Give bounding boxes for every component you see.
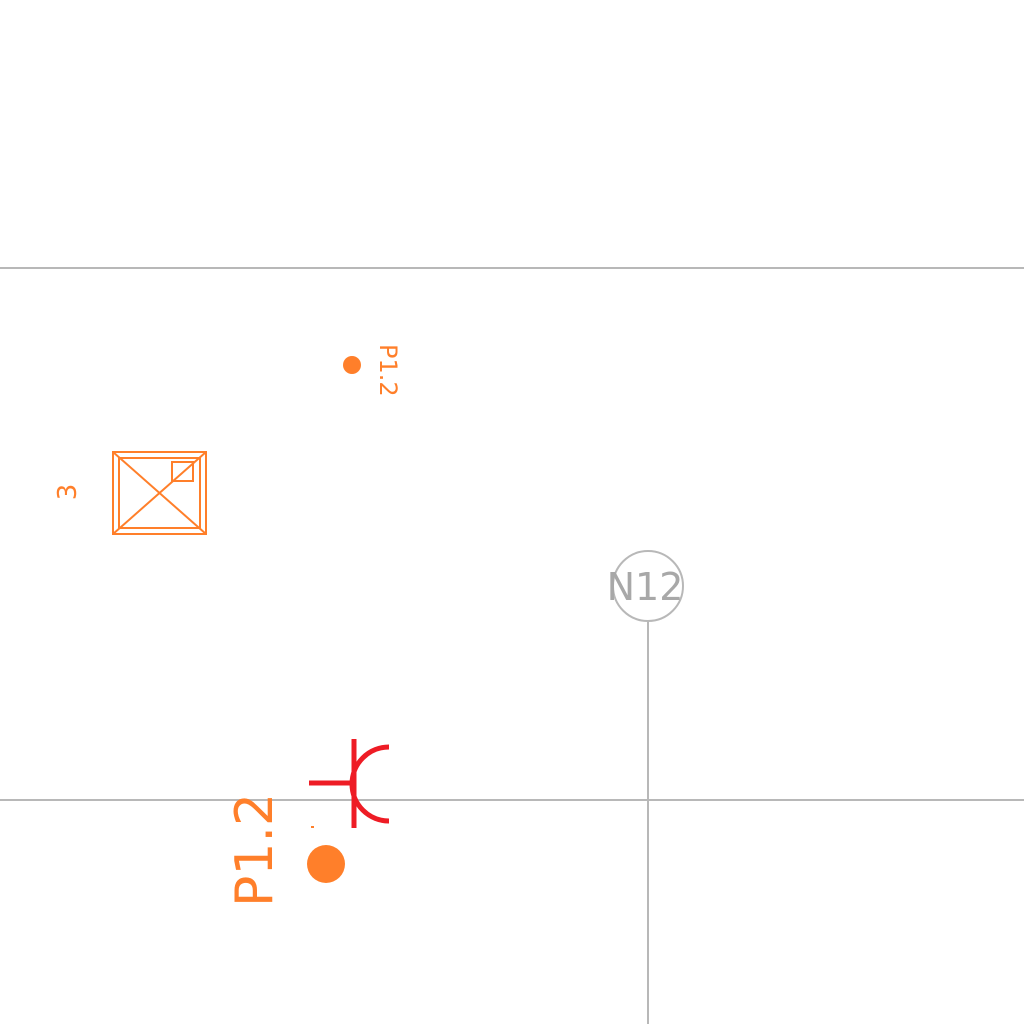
grid-axis-bubble: N12 (607, 550, 684, 622)
point-marker-large: P1.2 (225, 793, 345, 907)
point-label-small: P1.2 (374, 344, 402, 397)
point-dot-large (307, 845, 345, 883)
box-corner-square (171, 461, 194, 482)
box-outer-frame (112, 451, 207, 535)
receptacle-symbol (309, 739, 390, 828)
point-dot-small (343, 356, 361, 374)
point-label-large: P1.2 (225, 793, 285, 907)
box-symbol: 3 (53, 451, 207, 535)
point-marker-small: P1.2 (343, 344, 402, 397)
grid-bubble-circle (612, 550, 684, 622)
receptacle-arc (349, 744, 390, 824)
grid-axis-label: N12 (607, 565, 684, 609)
box-cross-line-2 (112, 451, 207, 535)
box-inner-frame (118, 457, 201, 529)
box-number-label: 3 (53, 484, 83, 501)
